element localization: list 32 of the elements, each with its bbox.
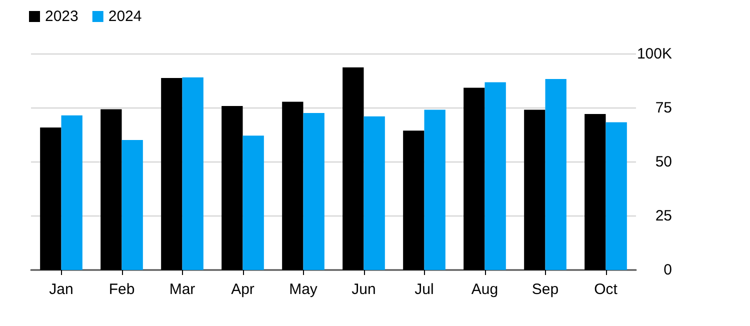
x-tick-label: Apr	[231, 281, 254, 298]
legend-label: 2023	[45, 8, 78, 25]
x-tick-label: Aug	[471, 281, 498, 298]
bar	[222, 106, 243, 270]
bar	[584, 114, 606, 270]
x-tick-label: Sep	[532, 281, 559, 298]
bar	[342, 67, 364, 270]
bar	[61, 115, 82, 270]
legend-label: 2024	[108, 8, 142, 25]
x-tick-label: May	[289, 281, 318, 298]
bar	[122, 140, 143, 270]
y-tick-label: 100K	[636, 46, 672, 62]
bar	[484, 82, 506, 270]
y-tick-label: 0	[664, 262, 672, 278]
y-tick-label: 25	[655, 208, 672, 224]
x-tick-label: Oct	[594, 281, 618, 298]
bar	[424, 110, 446, 270]
x-tick-label: Feb	[108, 281, 135, 298]
bar	[545, 79, 566, 270]
bar	[182, 77, 204, 270]
bar	[303, 112, 324, 270]
bar	[464, 88, 485, 270]
bar	[242, 136, 264, 270]
bar	[364, 116, 385, 270]
bar	[100, 109, 122, 270]
y-tick-label: 75	[655, 100, 672, 116]
bar	[606, 122, 627, 270]
x-tick-label: Jul	[414, 281, 434, 298]
x-tick-label: Jan	[49, 281, 74, 298]
x-tick-label: Mar	[169, 281, 196, 298]
x-tick-label: Jun	[352, 281, 376, 298]
y-tick-label: 50	[655, 154, 672, 170]
